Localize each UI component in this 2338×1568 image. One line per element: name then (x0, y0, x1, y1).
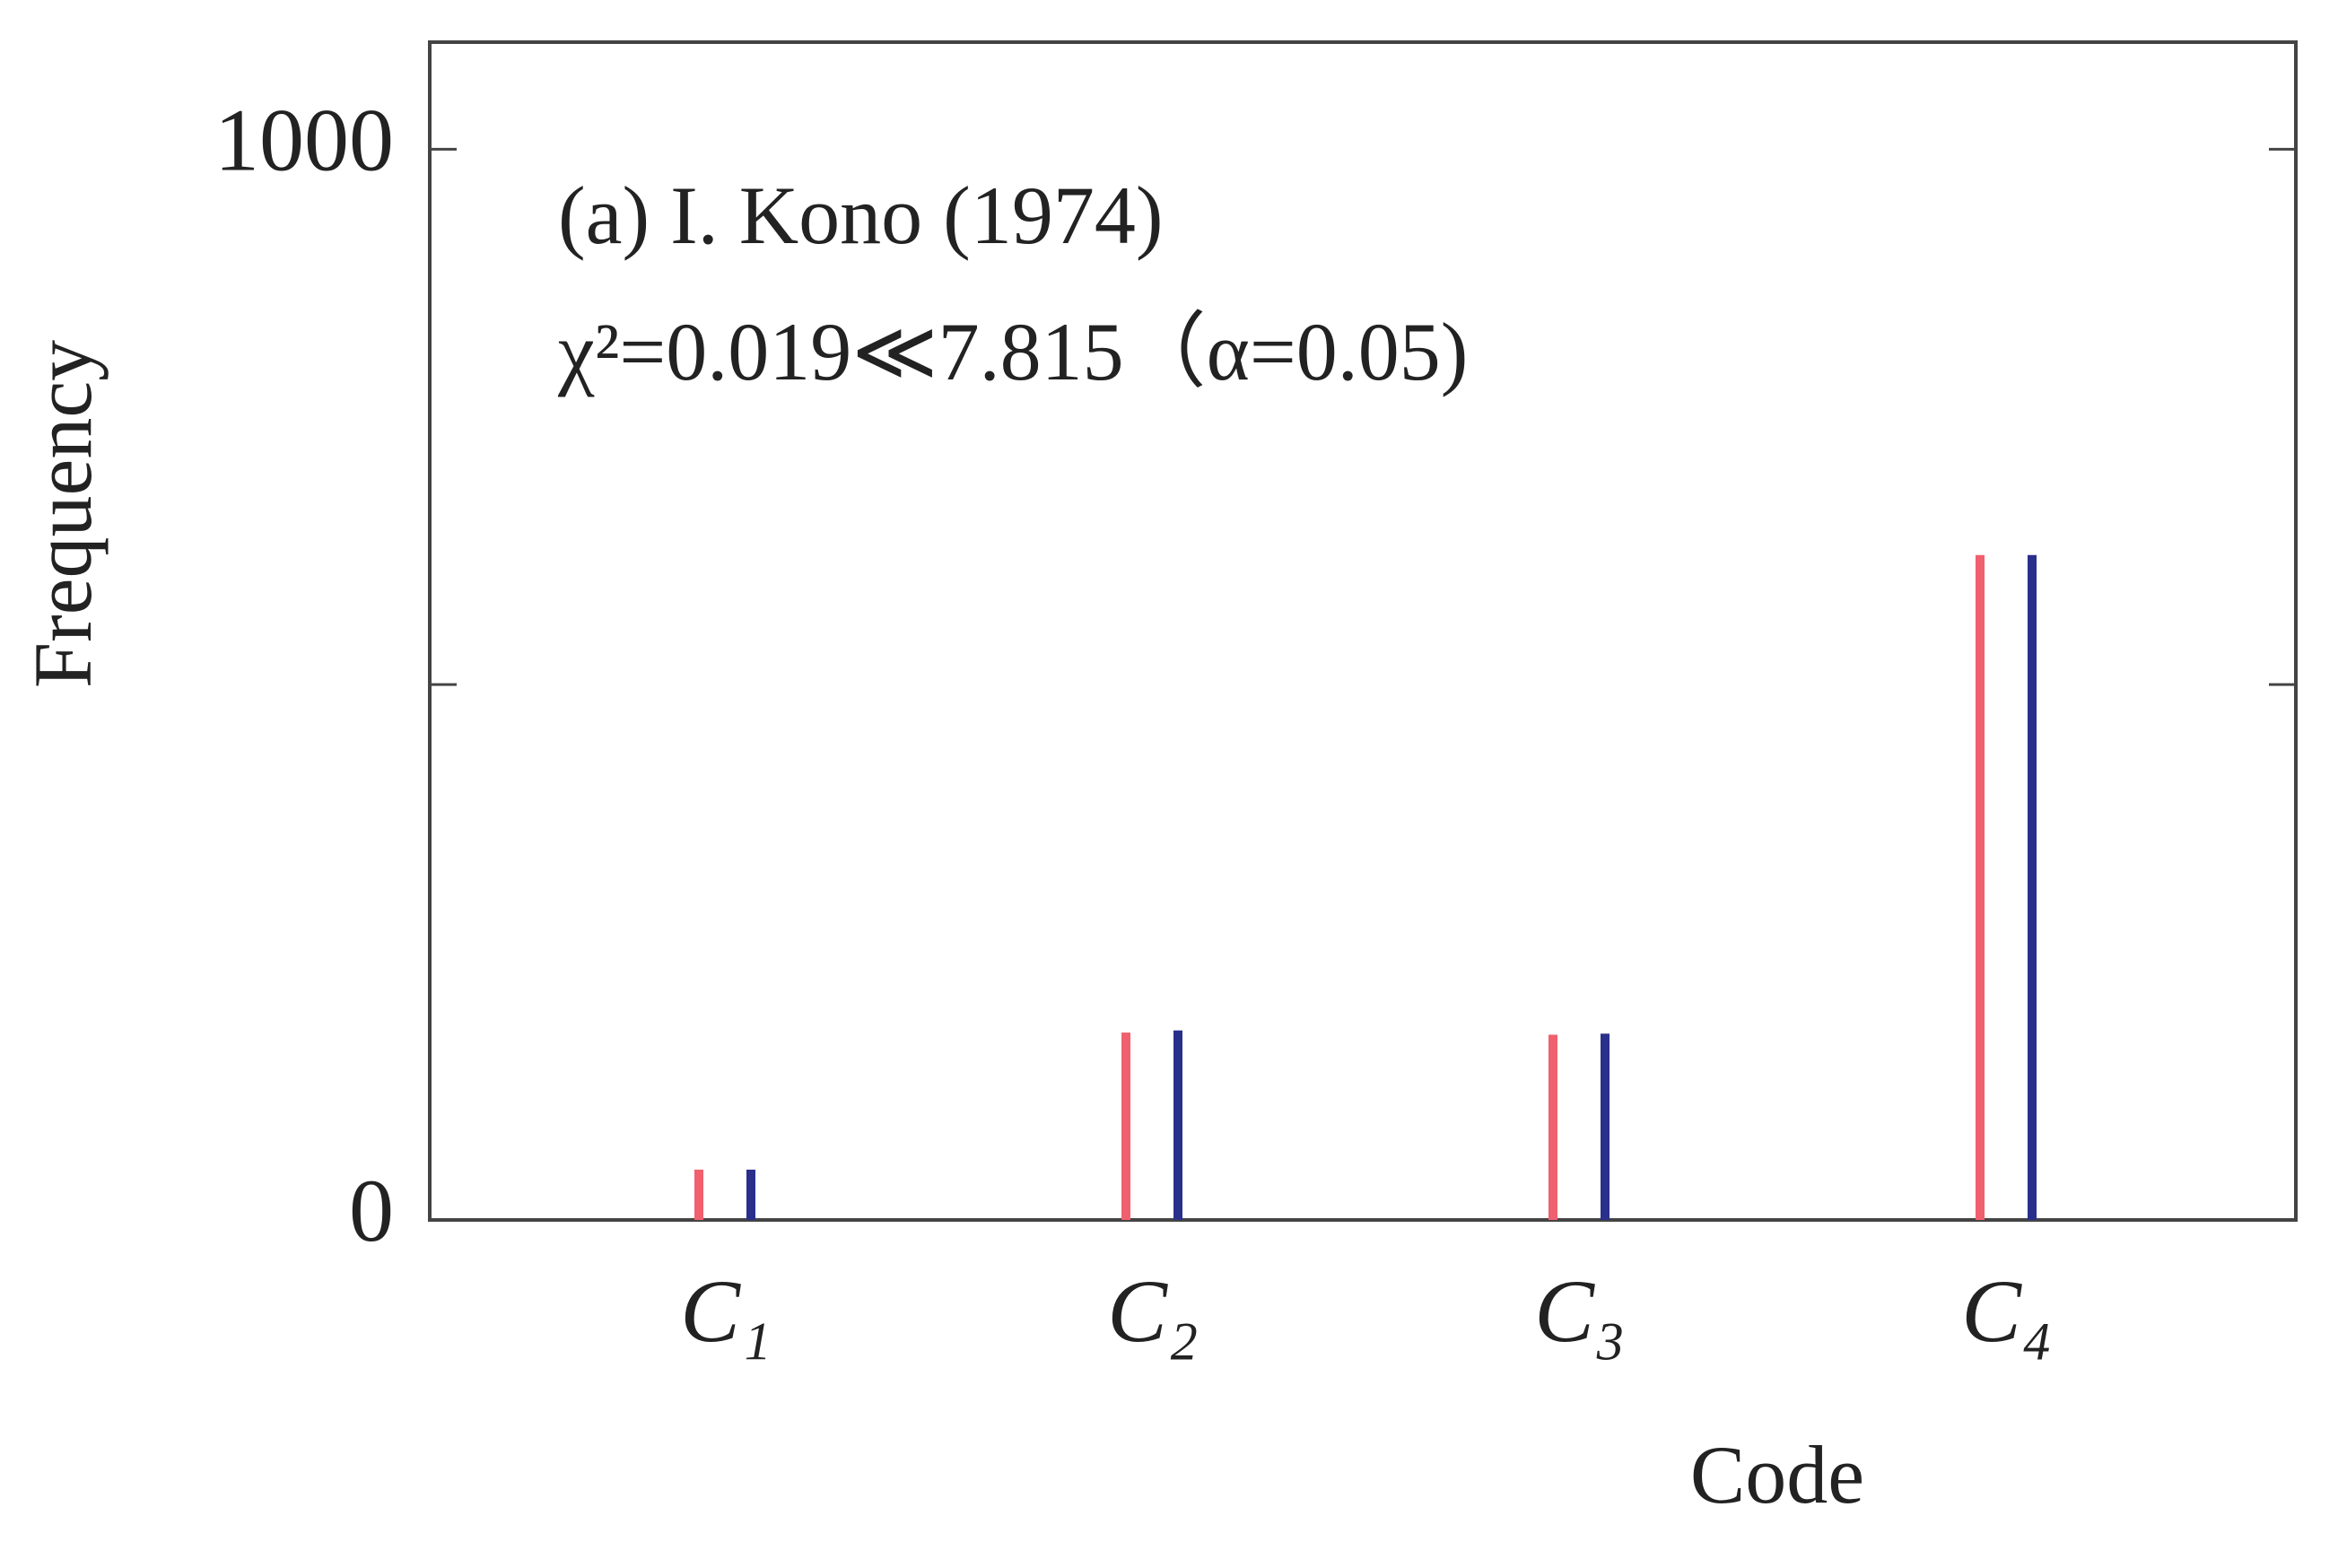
y-tick-label: 0 (349, 1161, 394, 1260)
bar (694, 1169, 703, 1220)
y-axis-label: Frequency (17, 340, 109, 688)
annotation: χ²=0.019≪7.815（α=0.05) (557, 306, 1468, 397)
bar (1121, 1032, 1130, 1220)
bar (1173, 1030, 1182, 1220)
bar (1601, 1033, 1610, 1220)
y-tick-label: 1000 (214, 90, 394, 189)
bar (2028, 554, 2037, 1220)
x-axis-label: Code (1690, 1429, 1864, 1520)
bar (746, 1169, 755, 1220)
bar (1548, 1034, 1557, 1220)
annotation: (a) I. Kono (1974) (558, 170, 1163, 261)
plot-frame (428, 40, 2298, 1222)
x-tick-label: C₁ (680, 1261, 771, 1361)
x-tick-label: C₄ (1961, 1261, 2052, 1361)
x-tick-label: C₃ (1534, 1261, 1625, 1361)
bar (1976, 554, 1985, 1220)
x-tick-label: C₂ (1107, 1261, 1198, 1361)
